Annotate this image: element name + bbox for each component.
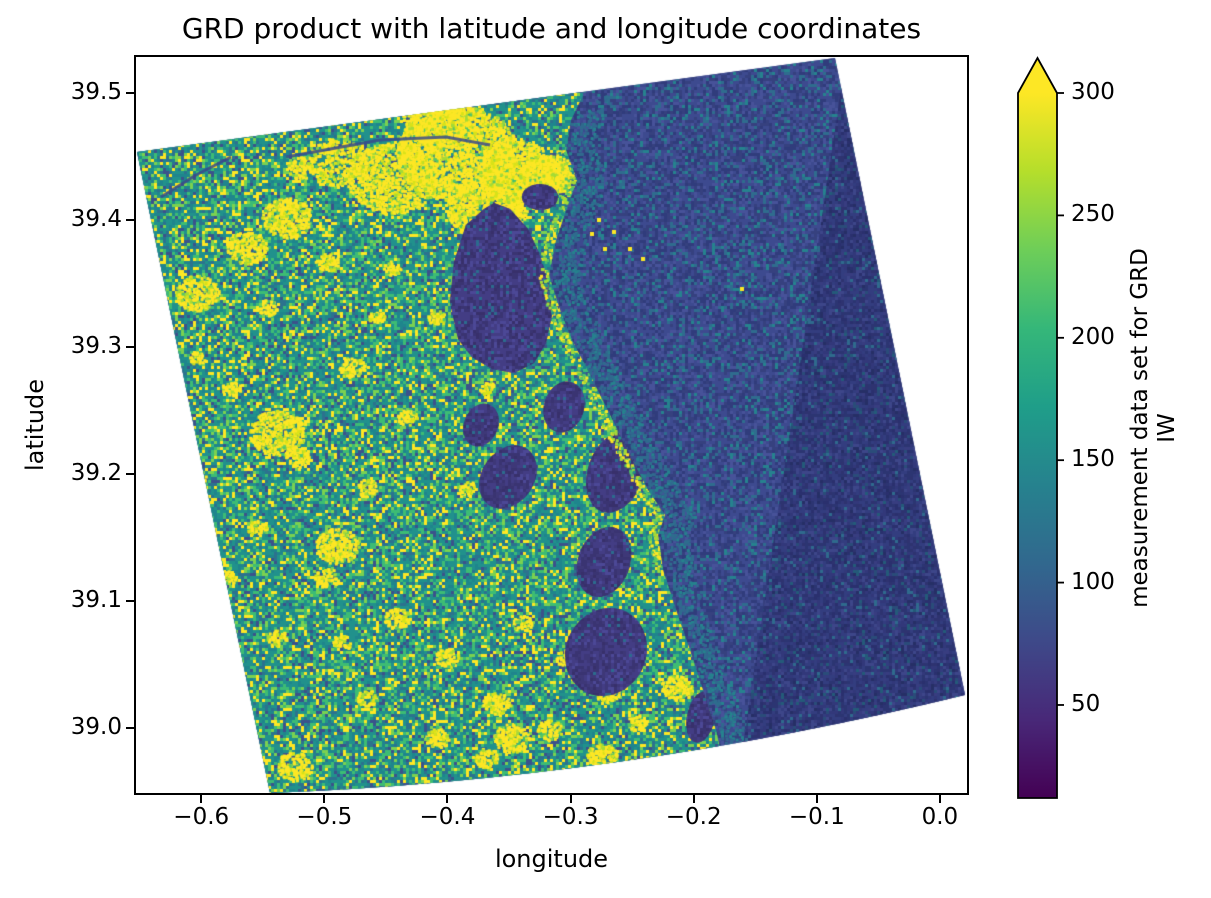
y-tick-mark [126,472,134,475]
y-tick-label: 39.0 [70,714,122,741]
x-tick-label: −0.3 [542,804,599,830]
y-tick-mark [126,600,134,603]
x-tick-mark [200,795,203,803]
colorbar-label-line1: measurement data set for GRD [1127,248,1153,608]
x-tick-label: −0.1 [788,804,845,830]
colorbar-ticks [1057,92,1064,706]
x-axis-label: longitude [494,845,609,873]
colorbar-tick-label: 250 [1071,201,1115,228]
x-tick-label: 0.0 [921,804,959,830]
colorbar-label-line2: IW [1154,413,1180,443]
sar-image-canvas [136,57,967,793]
colorbar-extend-arrow [1018,58,1057,93]
y-tick-mark [126,91,134,94]
y-tick-label: 39.5 [70,78,122,105]
x-tick-label: −0.5 [296,804,353,830]
colorbar-outline [1017,56,1058,799]
y-tick-mark [126,345,134,348]
x-tick-mark [815,795,818,803]
x-tick-label: −0.2 [665,804,722,830]
x-tick-mark [446,795,449,803]
x-tick-label: −0.6 [173,804,230,830]
y-axis-label: latitude [21,378,49,472]
colorbar-label: measurement data set for GRD IW [1127,48,1183,808]
colorbar-tick-label: 50 [1071,690,1101,717]
colorbar [1017,56,1064,799]
x-tick-mark [692,795,695,803]
x-tick-mark [569,795,572,803]
x-tick-label: −0.4 [419,804,476,830]
y-tick-mark [126,218,134,221]
y-tick-mark [126,727,134,730]
colorbar-tick-label: 300 [1071,79,1115,105]
y-tick-label: 39.4 [70,205,122,232]
y-tick-label: 39.2 [70,459,122,486]
colorbar-tick-label: 200 [1071,323,1115,350]
y-tick-label: 39.3 [70,332,122,359]
x-tick-mark [323,795,326,803]
colorbar-tick-label: 100 [1071,568,1115,595]
chart-title: GRD product with latitude and longitude … [181,12,922,45]
colorbar-tick-label: 150 [1071,446,1115,473]
x-tick-mark [938,795,941,803]
colorbar-gradient [1018,93,1057,798]
y-tick-label: 39.1 [70,587,122,614]
